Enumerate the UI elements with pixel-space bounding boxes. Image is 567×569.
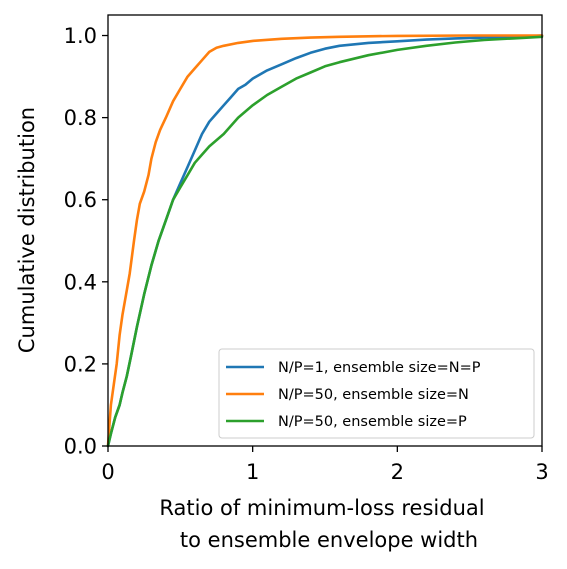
x-axis-label-line-2: to ensemble envelope width xyxy=(180,528,478,552)
legend-label-2: N/P=50, ensemble size=N xyxy=(278,387,469,403)
y-tick-label: 0.2 xyxy=(64,352,97,376)
y-tick-label: 0.8 xyxy=(64,106,97,130)
x-tick-label: 1 xyxy=(246,460,259,484)
plot-frame xyxy=(107,14,543,447)
series-line-2 xyxy=(106,34,544,448)
y-tick-label: 0.0 xyxy=(64,435,97,459)
ticks-layer: 0 1 2 3 0.0 0.2 0.4 0.6 0.8 1.0 xyxy=(64,24,549,484)
y-tick-label: 0.6 xyxy=(64,188,97,212)
legend-box xyxy=(218,348,535,439)
y-axis-label: Cumulative distribution xyxy=(15,107,39,353)
y-tick-label: 1.0 xyxy=(64,24,97,48)
x-tick-label: 0 xyxy=(101,460,114,484)
x-tick-label: 2 xyxy=(391,460,404,484)
legend: N/P=1, ensemble size=N=P N/P=50, ensemble… xyxy=(218,348,535,439)
x-axis-label-line-1: Ratio of minimum-loss residual xyxy=(159,496,484,520)
legend-label-3: N/P=50, ensemble size=P xyxy=(278,414,467,430)
y-tick-label: 0.4 xyxy=(64,270,97,294)
legend-label-1: N/P=1, ensemble size=N=P xyxy=(278,360,481,376)
x-tick-label: 3 xyxy=(535,460,548,484)
series-layer xyxy=(106,34,544,448)
series-line-3 xyxy=(106,35,544,448)
